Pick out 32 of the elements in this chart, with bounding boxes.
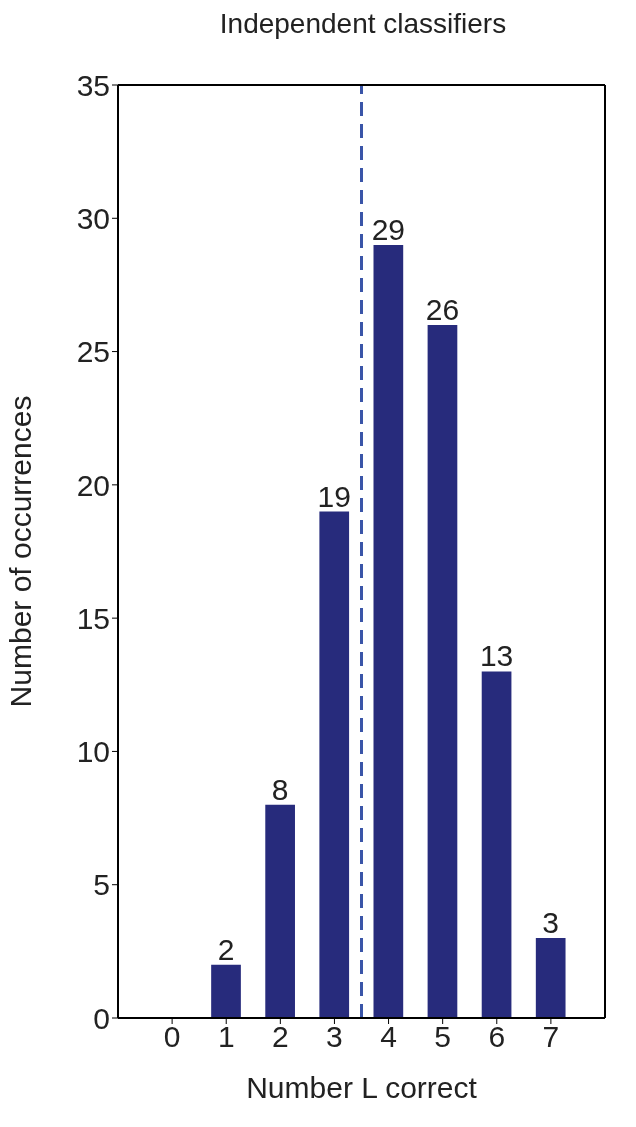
bar	[265, 804, 295, 1018]
data-label: 2	[217, 932, 235, 966]
y-tick-label: 20	[76, 468, 110, 502]
bar	[481, 671, 512, 1018]
x-tick-label: 1	[217, 1020, 235, 1054]
data-label: 3	[542, 906, 560, 940]
x-tick-label: 2	[271, 1020, 289, 1054]
x-tick-label: 6	[488, 1020, 506, 1054]
x-axis-title: Number L correct	[246, 1071, 478, 1104]
bar	[427, 324, 458, 1018]
data-label: 29	[371, 212, 406, 246]
y-tick-label: 35	[76, 68, 110, 102]
y-tick-label: 15	[76, 601, 110, 635]
data-label: 13	[479, 639, 514, 673]
y-tick-label: 10	[76, 735, 110, 769]
data-label: 26	[425, 292, 460, 326]
bar	[211, 964, 241, 1018]
x-tick-label: 5	[434, 1020, 452, 1054]
data-label: 8	[271, 772, 289, 806]
bar	[373, 244, 404, 1018]
x-tick-label: 0	[163, 1020, 181, 1054]
y-tick-label: 30	[76, 201, 110, 235]
x-tick-label: 3	[326, 1020, 343, 1054]
x-tick-label: 7	[542, 1020, 560, 1054]
y-axis-title: Number of occurrences	[3, 395, 37, 708]
bar	[319, 511, 350, 1018]
x-tick-label: 4	[380, 1020, 397, 1054]
bar	[535, 938, 566, 1018]
y-tick-label: 25	[76, 335, 110, 369]
y-tick-label: 5	[93, 868, 110, 902]
chart-title: Independent classifiers	[218, 8, 508, 41]
data-label: 19	[317, 479, 351, 513]
